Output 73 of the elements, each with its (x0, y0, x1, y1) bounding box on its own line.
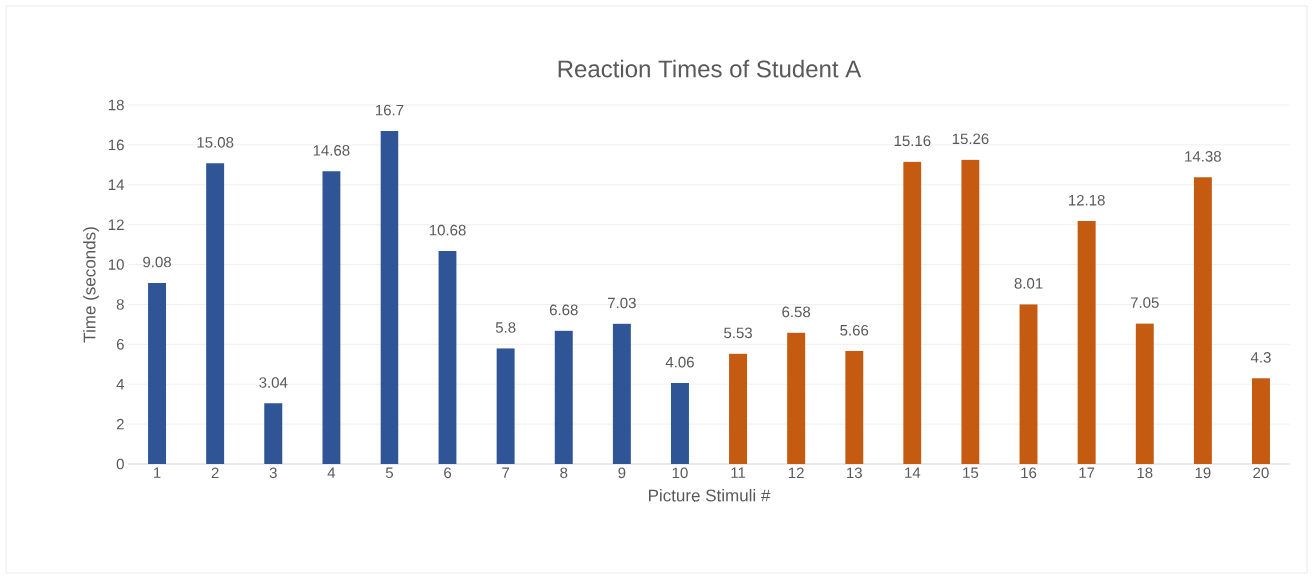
y-tick-label: 10 (108, 259, 124, 270)
x-tick-label: 12 (788, 467, 804, 479)
data-label: 15.26 (952, 133, 989, 145)
data-label: 5.53 (724, 327, 752, 339)
bar (380, 130, 399, 464)
data-label: 4.06 (665, 356, 694, 368)
x-tick-label: 6 (444, 467, 452, 479)
y-axis-title: Time (seconds) (83, 227, 99, 343)
data-label: 6.68 (549, 304, 578, 316)
y-tick-label: 18 (108, 99, 124, 111)
y-tick-label: 8 (116, 299, 124, 310)
x-tick-label: 4 (327, 467, 336, 478)
bar (206, 163, 225, 464)
x-tick-label: 13 (847, 467, 862, 479)
data-label: 12.18 (1069, 194, 1105, 206)
bar (961, 159, 980, 464)
bar (787, 332, 806, 464)
y-tick-label: 12 (108, 219, 124, 230)
data-label: 6.58 (782, 306, 811, 318)
y-tick-label: 4 (116, 379, 125, 390)
x-axis-title: Picture Stimuli # (648, 489, 771, 502)
x-tick-label: 10 (672, 467, 688, 479)
bar (729, 353, 748, 464)
bar (496, 348, 515, 464)
bar (903, 161, 922, 464)
x-tick-label: 9 (618, 467, 626, 479)
data-label: 14.38 (1185, 151, 1221, 162)
data-label: 5.8 (495, 322, 516, 333)
bar (1251, 378, 1270, 464)
data-label: 14.68 (313, 145, 350, 156)
bar (438, 250, 457, 464)
x-tick-label: 14 (905, 467, 921, 478)
x-tick-label: 19 (1195, 467, 1211, 479)
data-label: 16.7 (376, 104, 404, 116)
y-tick-label: 2 (116, 418, 124, 430)
y-tick-label: 14 (108, 179, 125, 190)
x-tick-label: 8 (560, 467, 568, 479)
chart-title: Reaction Times of Student A (558, 59, 862, 78)
x-tick-label: 1 (154, 467, 161, 478)
data-label: 15.08 (197, 137, 234, 148)
data-label: 8.01 (1014, 278, 1043, 289)
x-tick-label: 16 (1021, 467, 1037, 479)
bar (845, 351, 864, 464)
data-label: 4.3 (1250, 352, 1271, 363)
bar (322, 171, 341, 464)
data-label: 7.03 (608, 297, 636, 309)
data-label: 15.16 (894, 135, 931, 147)
y-tick-label: 6 (116, 339, 124, 350)
bar (1077, 221, 1096, 464)
x-tick-label: 20 (1253, 467, 1269, 479)
bar (612, 323, 631, 464)
x-tick-label: 3 (269, 467, 277, 479)
bar (554, 330, 573, 464)
x-tick-label: 18 (1137, 467, 1153, 479)
bar (1135, 323, 1154, 464)
y-tick-label: 16 (108, 139, 124, 151)
bar (148, 282, 167, 464)
data-label: 5.66 (840, 324, 869, 336)
x-tick-label: 7 (502, 467, 510, 478)
x-tick-label: 15 (963, 467, 979, 478)
data-label: 7.05 (1130, 297, 1159, 308)
y-tick-label: 0 (116, 458, 124, 470)
bar (1019, 304, 1038, 464)
data-label: 10.68 (429, 224, 466, 236)
x-tick-label: 5 (385, 467, 393, 478)
x-tick-label: 11 (731, 467, 746, 478)
x-tick-label: 17 (1079, 467, 1095, 478)
bar (264, 403, 283, 464)
data-label: 9.08 (143, 256, 171, 268)
x-tick-label: 2 (211, 467, 219, 479)
data-label: 3.04 (259, 377, 288, 388)
bar (1193, 177, 1212, 464)
bar (670, 383, 689, 464)
